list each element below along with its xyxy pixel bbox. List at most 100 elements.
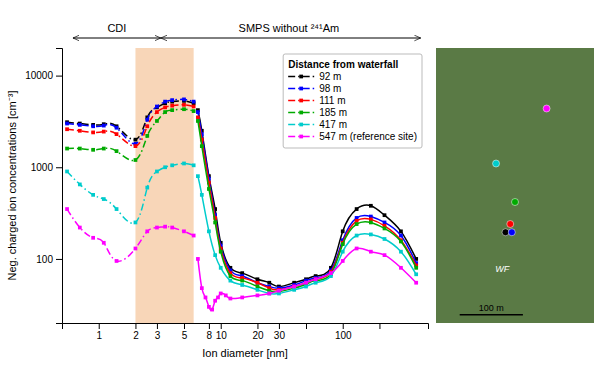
data-point <box>134 138 138 142</box>
x-axis-tick-mark <box>279 323 280 329</box>
data-point <box>145 186 149 190</box>
x-axis-tick <box>306 323 307 329</box>
data-point <box>155 110 159 114</box>
x-axis-tick-label: 5 <box>182 330 188 341</box>
data-point <box>224 294 228 298</box>
data-point <box>91 236 95 240</box>
data-point <box>383 237 387 241</box>
y-axis-tick: 100 <box>36 254 62 265</box>
x-axis: 12358102030100 <box>63 323 429 341</box>
data-point <box>399 266 403 270</box>
series-line <box>198 176 416 294</box>
series <box>65 207 418 311</box>
x-axis-tick-mark <box>135 323 136 329</box>
legend-title: Distance from waterfall <box>288 59 398 70</box>
data-point <box>170 226 174 230</box>
data-point <box>102 197 106 201</box>
y-axis-tick-mark <box>56 259 62 260</box>
data-point <box>192 163 196 167</box>
map-background <box>436 48 594 323</box>
legend-item: 417 m <box>288 119 347 130</box>
x-axis-tick-label: 100 <box>335 330 352 341</box>
x-axis-tick-mark <box>99 323 100 329</box>
x-axis-title: Ion diameter [nm] <box>202 347 288 359</box>
data-point <box>355 207 359 211</box>
data-point <box>267 281 271 285</box>
x-axis-tick-mark <box>379 323 380 329</box>
x-axis-tick-label: 30 <box>274 330 286 341</box>
data-point <box>219 266 223 270</box>
data-point <box>207 229 211 233</box>
x-axis-tick: 100 <box>335 323 352 341</box>
data-point <box>383 221 387 225</box>
x-axis-tick: 20 <box>252 323 264 341</box>
data-point <box>414 281 418 285</box>
legend-marker <box>299 135 303 139</box>
data-point <box>155 170 159 174</box>
x-axis-tick-mark <box>221 323 222 329</box>
data-point <box>256 281 260 285</box>
data-point <box>369 221 373 225</box>
data-point <box>102 124 106 128</box>
data-point <box>196 257 200 261</box>
data-point <box>277 288 281 292</box>
data-point <box>329 271 333 275</box>
annotation: SMPS without ²⁴¹Am <box>239 22 340 34</box>
x-axis-tick: 3 <box>155 323 161 341</box>
y-axis-tick-label: 10000 <box>25 70 53 81</box>
data-point <box>91 131 95 135</box>
data-point <box>115 259 119 263</box>
data-point <box>229 297 233 301</box>
x-axis-tick: 1 <box>96 323 102 341</box>
y-axis-tick-label: 1000 <box>31 162 54 173</box>
data-point <box>414 272 418 276</box>
data-point <box>102 147 106 151</box>
data-point <box>115 207 119 211</box>
data-point <box>304 285 308 289</box>
data-point <box>292 285 296 289</box>
x-axis-tick: 8 <box>207 323 213 341</box>
x-axis-line <box>63 324 429 330</box>
x-axis-tick-label: 8 <box>207 330 213 341</box>
data-point <box>213 299 217 303</box>
data-point <box>277 289 281 293</box>
data-point <box>383 227 387 231</box>
data-point <box>196 119 200 123</box>
y-axis-title: Neg. charged ion concentrations [cm⁻³] <box>6 91 18 281</box>
data-point <box>216 296 220 300</box>
data-point <box>200 193 204 197</box>
data-point <box>399 240 403 244</box>
data-point <box>256 285 260 289</box>
series-line <box>67 109 194 160</box>
map-site <box>508 229 515 236</box>
y-axis-tick: 10000 <box>25 70 62 81</box>
data-point <box>196 174 200 178</box>
x-axis-tick-label: 20 <box>252 330 264 341</box>
series-line <box>67 101 194 140</box>
legend-label: 92 m <box>319 71 341 82</box>
map-site <box>493 160 500 167</box>
data-point <box>78 183 82 187</box>
data-point <box>210 308 214 312</box>
series <box>65 162 418 296</box>
data-point <box>314 281 318 285</box>
legend-marker <box>299 87 303 91</box>
data-point <box>399 229 403 233</box>
data-point <box>182 162 186 166</box>
data-point <box>155 226 159 230</box>
x-axis-tick-mark <box>184 323 185 329</box>
data-point <box>267 292 271 296</box>
range-arrow <box>73 38 161 39</box>
data-point <box>219 292 223 296</box>
data-point <box>213 221 217 225</box>
data-point <box>182 229 186 233</box>
map-site <box>502 229 509 236</box>
data-point <box>163 225 167 229</box>
legend-item: 547 m (reference site) <box>288 131 417 142</box>
data-point <box>369 233 373 237</box>
data-point <box>163 165 167 169</box>
scale-bar <box>460 314 523 316</box>
data-point <box>314 277 318 281</box>
data-point <box>182 107 186 111</box>
series <box>65 103 418 292</box>
